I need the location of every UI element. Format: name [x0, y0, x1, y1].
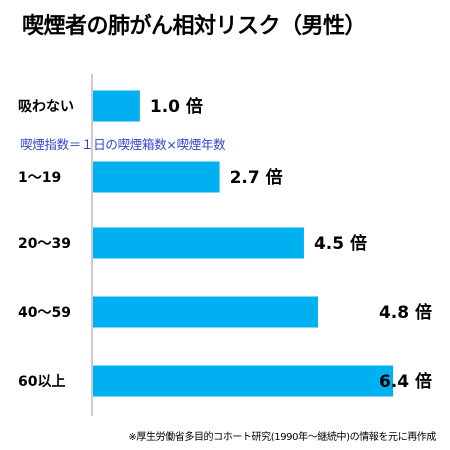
category-label: 40～59: [18, 305, 71, 321]
category-label: 60以上: [18, 374, 65, 390]
value-label: 4.5 倍: [314, 233, 367, 254]
bar: [93, 296, 318, 328]
source-footnote: ※厚生労働省多目的コホート研究(1990年～継続中)の情報を元に再作成: [128, 432, 436, 443]
chart-title: 喫煙者の肺がん相対リスク（男性）: [22, 14, 367, 39]
bar: [93, 161, 220, 193]
category-label: 20～39: [18, 236, 71, 252]
smoking-index-note: 喫煙指数＝１日の喫煙箱数×喫煙年数: [20, 137, 226, 152]
bar: [93, 365, 393, 397]
value-label: 2.7 倍: [230, 167, 283, 188]
bar: [93, 90, 140, 122]
category-label: 1～19: [18, 170, 61, 186]
bar: [93, 227, 304, 259]
value-label: 1.0 倍: [150, 96, 203, 117]
category-label: 吸わない: [18, 99, 74, 115]
value-label: 4.8 倍: [379, 302, 432, 323]
value-label: 6.4 倍: [379, 371, 432, 392]
